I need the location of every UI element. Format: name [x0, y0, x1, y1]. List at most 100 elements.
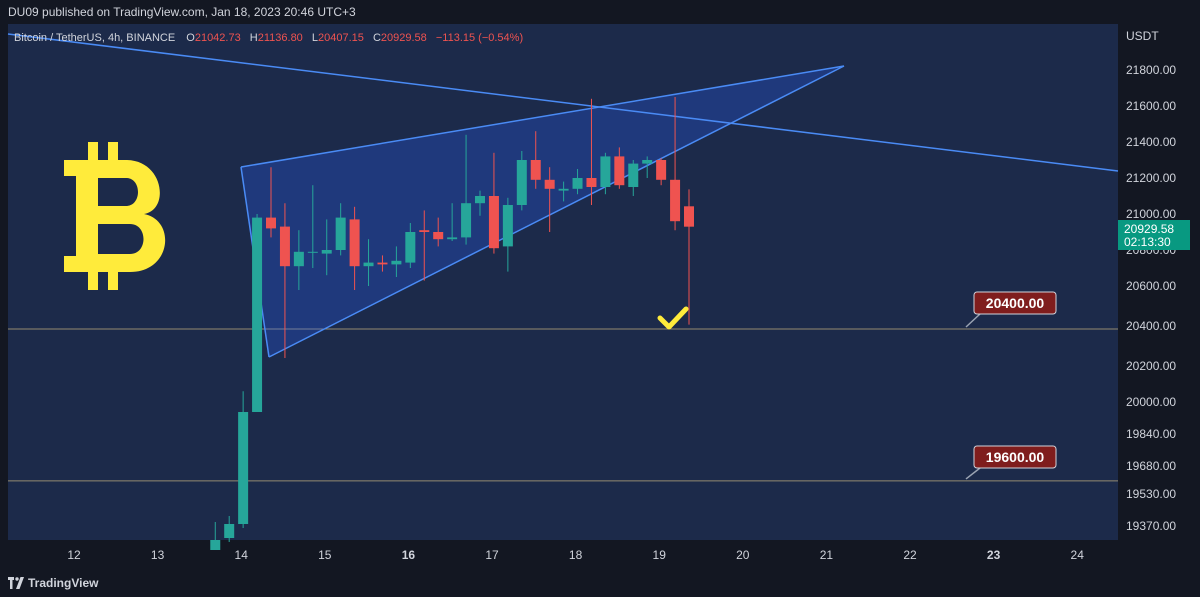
trendline-drawings[interactable]	[7, 33, 1119, 358]
time-tick-label: 14	[235, 548, 249, 562]
level-tag-box[interactable]	[973, 291, 1057, 315]
candle-body	[488, 196, 499, 249]
level-tag-box[interactable]	[973, 445, 1057, 469]
price-tick-label: 21600.00	[1126, 99, 1176, 113]
legend-h-value: 21136.80	[258, 32, 303, 44]
candle-body	[363, 262, 374, 267]
candle-body	[461, 203, 472, 238]
tradingview-logo-icon	[8, 577, 24, 589]
wedge-lower-line[interactable]	[268, 65, 845, 358]
legend-l-label: L	[312, 32, 318, 44]
level-tag-label: 19600.00	[986, 449, 1045, 465]
candle	[475, 190, 485, 216]
price-tick-label: 19530.00	[1126, 487, 1176, 501]
candle-body	[349, 219, 360, 267]
last-price-value: 20929.58	[1124, 222, 1174, 236]
candle	[447, 203, 458, 241]
candle	[642, 156, 653, 178]
time-tick-label: 23	[987, 548, 1001, 562]
price-tick-label: 21800.00	[1126, 63, 1176, 77]
svg-text:Bitcoin / TetherUS, 4h, BINANC: Bitcoin / TetherUS, 4h, BINANCE O21042.7…	[14, 32, 523, 44]
candle-body	[405, 232, 416, 263]
candle-body	[475, 196, 485, 204]
candle-body	[586, 178, 597, 187]
candle-body	[266, 217, 276, 229]
candle	[335, 203, 346, 256]
wedge-upper-line[interactable]	[240, 65, 845, 168]
candle-body	[558, 188, 569, 191]
check-mark-icon	[657, 306, 689, 330]
candles	[210, 97, 694, 550]
time-tick-label: 20	[736, 548, 750, 562]
legend-o-value: 21042.73	[195, 32, 241, 44]
price-tick-label: 20200.00	[1126, 359, 1176, 373]
time-axis-labels: 12 13 14 15 16 17 18 19 20 21 22 23 24	[67, 548, 1084, 562]
price-axis-panel[interactable]	[1118, 24, 1200, 540]
time-tick-label: 22	[903, 548, 917, 562]
candle-body	[628, 163, 639, 187]
candle	[224, 516, 235, 542]
candle	[349, 206, 360, 290]
candle-body	[224, 524, 235, 538]
price-tick-label: 20400.00	[1126, 319, 1176, 333]
candle	[684, 189, 694, 325]
candle-body	[642, 160, 653, 164]
time-tick-label: 19	[653, 548, 667, 562]
candle	[572, 169, 583, 195]
last-price-badge: 20929.58 02:13:30	[1118, 220, 1190, 250]
legend-c-value: 20929.58	[381, 32, 427, 44]
candle	[419, 210, 430, 281]
horizontal-levels	[8, 328, 1118, 482]
candle-body	[252, 217, 263, 412]
candle	[544, 167, 555, 232]
candle-body	[238, 412, 249, 524]
price-chart[interactable]: Bitcoin / TetherUS, 4h, BINANCE O21042.7…	[0, 24, 1200, 570]
plot-area[interactable]	[8, 24, 1118, 540]
candle-body	[600, 156, 611, 187]
candle-body	[433, 232, 444, 240]
candle-body	[210, 540, 221, 550]
legend-l-value: 20407.15	[318, 32, 364, 44]
time-axis-panel[interactable]	[0, 540, 1200, 570]
legend-c-label: C	[373, 32, 381, 44]
candle	[266, 167, 276, 238]
time-tick-label: 13	[151, 548, 165, 562]
candle-body	[307, 251, 318, 253]
level-tag[interactable]: 19600.00	[965, 445, 1057, 480]
candle	[656, 158, 667, 186]
level-tag[interactable]: 20400.00	[965, 291, 1057, 328]
candle	[614, 147, 625, 189]
candle	[600, 152, 611, 195]
candle	[238, 391, 249, 528]
candle	[628, 160, 639, 196]
price-axis-currency: USDT	[1126, 29, 1159, 43]
candle	[293, 230, 304, 290]
time-tick-label: 17	[485, 548, 499, 562]
legend-symbol: Bitcoin / TetherUS, 4h, BINANCE	[14, 32, 175, 44]
candle-body	[656, 160, 667, 180]
candle-body	[572, 178, 583, 189]
level-tag-pointer	[965, 313, 981, 328]
price-tick-label: 19840.00	[1126, 427, 1176, 441]
descending-trendline[interactable]	[7, 33, 1119, 172]
candle	[488, 152, 499, 254]
candle-body	[321, 250, 332, 254]
price-tick-label: 21200.00	[1126, 171, 1176, 185]
candle-body	[447, 237, 458, 240]
candle	[502, 197, 513, 272]
time-tick-label: 21	[820, 548, 834, 562]
candle	[279, 203, 290, 358]
time-tick-label: 15	[318, 548, 332, 562]
time-tick-label: 18	[569, 548, 583, 562]
candle-body	[516, 160, 527, 205]
candle-body	[293, 251, 304, 267]
chart-frame[interactable]: Bitcoin / TetherUS, 4h, BINANCE O21042.7…	[0, 24, 1200, 570]
candle-body	[502, 205, 513, 247]
candle	[558, 181, 569, 202]
publisher-text: DU09 published on TradingView.com, Jan 1…	[8, 5, 356, 19]
candle-body	[614, 156, 625, 186]
candle	[363, 239, 374, 286]
candle-body	[544, 179, 555, 189]
bitcoin-logo-icon	[64, 142, 166, 290]
level-tags[interactable]: 20400.00 19600.00	[965, 291, 1057, 480]
